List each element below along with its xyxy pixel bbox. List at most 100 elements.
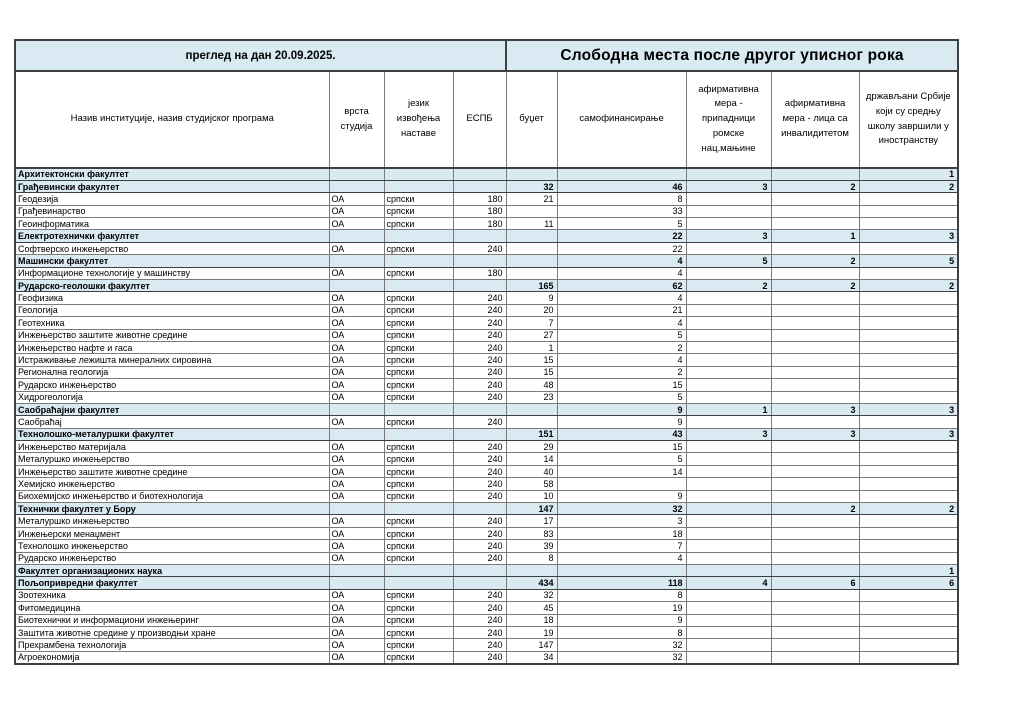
cell-study-type: ОА bbox=[328, 650, 385, 665]
cell-program-name: Прехрамбена технологија bbox=[14, 638, 330, 652]
program-row: Рударско инжењерство ОА српски 240 8 4 bbox=[14, 551, 959, 566]
cell-program-name: Геоинформатика bbox=[14, 217, 330, 231]
cell-affirmative-disability bbox=[770, 204, 860, 219]
cell-budget: 29 bbox=[505, 440, 558, 454]
program-row: Софтверско инжењерство ОА српски 240 22 bbox=[14, 241, 959, 256]
cell-self-financing: 4 bbox=[556, 353, 687, 367]
cell-program-name: Технолошко-металуршки факултет bbox=[14, 427, 330, 442]
cell-affirmative-disability bbox=[770, 167, 860, 181]
cell-self-financing: 9 bbox=[556, 613, 687, 627]
cell-espb: 240 bbox=[452, 316, 507, 330]
cell-budget: 9 bbox=[505, 291, 558, 305]
program-row: Грађевинарство ОА српски 180 33 bbox=[14, 204, 959, 219]
cell-espb: 240 bbox=[452, 625, 507, 640]
cell-affirmative-disability bbox=[770, 477, 860, 491]
cell-program-name: Машински факултет bbox=[14, 254, 330, 268]
cell-self-financing bbox=[556, 563, 687, 578]
cell-foreign-school bbox=[858, 514, 959, 528]
cell-affirmative-disability: 2 bbox=[770, 502, 860, 516]
cell-program-name: Биохемијско инжењерство и биотехнологија bbox=[14, 489, 330, 504]
cell-self-financing: 14 bbox=[556, 464, 687, 479]
cell-program-name: Технички факултет у Бору bbox=[14, 502, 330, 516]
cell-study-type: ОА bbox=[328, 365, 385, 380]
cell-affirmative-roma bbox=[685, 340, 772, 355]
cell-study-type bbox=[328, 229, 385, 243]
cell-espb: 240 bbox=[452, 440, 507, 454]
cell-affirmative-disability bbox=[770, 539, 860, 553]
cell-espb: 240 bbox=[452, 489, 507, 504]
cell-espb: 240 bbox=[452, 328, 507, 342]
cell-espb: 240 bbox=[452, 452, 507, 466]
cell-program-name: Архитектонски факултет bbox=[14, 167, 330, 181]
cell-affirmative-roma bbox=[685, 316, 772, 330]
cell-affirmative-disability bbox=[770, 390, 860, 404]
cell-study-type: ОА bbox=[328, 514, 385, 528]
cell-study-type bbox=[328, 167, 385, 181]
cell-foreign-school bbox=[858, 477, 959, 491]
cell-self-financing: 22 bbox=[556, 229, 687, 243]
cell-affirmative-disability: 3 bbox=[770, 427, 860, 442]
cell-espb: 240 bbox=[452, 378, 507, 392]
program-row: Инжењерство нафте и гаса ОА српски 240 1 2 bbox=[14, 340, 959, 355]
cell-espb: 240 bbox=[452, 365, 507, 380]
cell-budget: 20 bbox=[505, 303, 558, 318]
cell-budget: 7 bbox=[505, 316, 558, 330]
cell-budget: 147 bbox=[505, 502, 558, 516]
cell-affirmative-roma bbox=[685, 452, 772, 466]
cell-affirmative-roma bbox=[685, 378, 772, 392]
cell-program-name: Геофизика bbox=[14, 291, 330, 305]
program-row: Агроекономија ОА српски 240 34 32 bbox=[14, 650, 959, 665]
cell-study-type: ОА bbox=[328, 464, 385, 479]
cell-affirmative-disability: 2 bbox=[770, 254, 860, 268]
cell-study-type: ОА bbox=[328, 452, 385, 466]
cell-foreign-school bbox=[858, 551, 959, 566]
cell-budget: 8 bbox=[505, 551, 558, 566]
faculty-section-row: Пољопривредни факултет 434 118 4 6 6 bbox=[14, 576, 959, 590]
cell-foreign-school: 1 bbox=[858, 167, 959, 181]
cell-program-name: Регионална геологија bbox=[14, 365, 330, 380]
cell-affirmative-disability bbox=[770, 378, 860, 392]
cell-budget: 434 bbox=[505, 576, 558, 590]
cell-program-name: Заштита животне средине у производњи хра… bbox=[14, 625, 330, 640]
cell-program-name: Грађевинарство bbox=[14, 204, 330, 219]
program-row: Хидрогеологија ОА српски 240 23 5 bbox=[14, 390, 959, 404]
cell-language bbox=[383, 427, 454, 442]
cell-espb bbox=[452, 179, 507, 194]
cell-affirmative-disability bbox=[770, 241, 860, 256]
cell-affirmative-roma bbox=[685, 638, 772, 652]
cell-program-name: Рударско инжењерство bbox=[14, 378, 330, 392]
cell-foreign-school: 3 bbox=[858, 402, 959, 417]
cell-language: српски bbox=[383, 390, 454, 404]
cell-self-financing: 32 bbox=[556, 638, 687, 652]
cell-budget bbox=[505, 241, 558, 256]
cell-study-type bbox=[328, 278, 385, 293]
cell-program-name: Инжењерство заштите животне средине bbox=[14, 328, 330, 342]
faculty-section-row: Саобраћајни факултет 9 1 3 3 bbox=[14, 402, 959, 417]
cell-language bbox=[383, 502, 454, 516]
cell-budget: 15 bbox=[505, 365, 558, 380]
cell-espb: 240 bbox=[452, 514, 507, 528]
cell-espb: 240 bbox=[452, 551, 507, 566]
cell-study-type bbox=[328, 254, 385, 268]
cell-foreign-school bbox=[858, 353, 959, 367]
cell-language: српски bbox=[383, 551, 454, 566]
cell-self-financing: 5 bbox=[556, 328, 687, 342]
cell-affirmative-disability bbox=[770, 192, 860, 206]
column-header-row: Назив институције, назив студијског прог… bbox=[14, 70, 959, 169]
program-row: Информационе технологије у машинству ОА ср… bbox=[14, 266, 959, 281]
cell-self-financing: 4 bbox=[556, 551, 687, 566]
cell-foreign-school bbox=[858, 464, 959, 479]
cell-language bbox=[383, 576, 454, 590]
cell-language: српски bbox=[383, 415, 454, 429]
cell-language: српски bbox=[383, 440, 454, 454]
cell-budget: 39 bbox=[505, 539, 558, 553]
cell-affirmative-roma bbox=[685, 489, 772, 504]
cell-budget: 147 bbox=[505, 638, 558, 652]
cell-affirmative-disability bbox=[770, 217, 860, 231]
cell-self-financing: 3 bbox=[556, 514, 687, 528]
cell-program-name: Хемијско инжењерство bbox=[14, 477, 330, 491]
cell-foreign-school bbox=[858, 638, 959, 652]
cell-program-name: Геодезија bbox=[14, 192, 330, 206]
cell-espb: 240 bbox=[452, 477, 507, 491]
cell-language bbox=[383, 563, 454, 578]
